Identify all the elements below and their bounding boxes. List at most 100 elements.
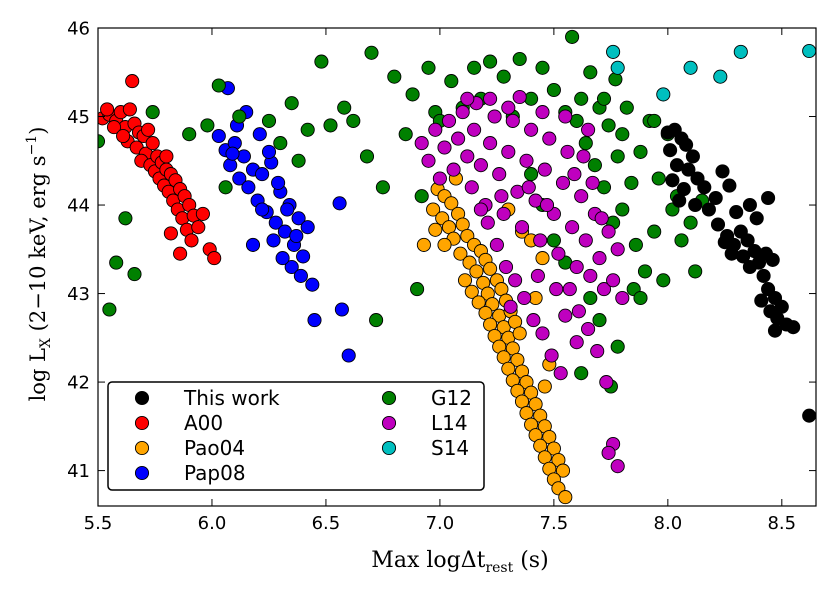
point-l14	[521, 180, 536, 195]
point-a00	[141, 122, 156, 137]
point-l14	[432, 171, 447, 186]
y-tick-label: 44	[67, 196, 90, 217]
point-a00	[122, 102, 137, 117]
point-pap08	[275, 251, 290, 266]
point-pao04	[416, 237, 431, 252]
point-g12	[651, 171, 666, 186]
point-this-work	[754, 293, 769, 308]
point-l14	[585, 175, 600, 190]
point-l14	[565, 220, 580, 235]
point-pap08	[268, 215, 283, 230]
point-l14	[562, 282, 577, 297]
point-g12	[410, 282, 425, 297]
point-l14	[524, 122, 539, 137]
point-l14	[494, 189, 509, 204]
point-g12	[587, 158, 602, 173]
plot-frame	[97, 27, 817, 507]
point-this-work	[688, 197, 703, 213]
point-l14	[530, 268, 545, 283]
point-this-work	[729, 205, 744, 220]
point-g12	[291, 153, 306, 168]
point-s14	[610, 60, 625, 75]
x-tick-label: 5.5	[84, 513, 113, 534]
point-g12	[615, 202, 630, 217]
legend-label-pap08: Pap08	[184, 461, 246, 485]
point-a00	[125, 74, 140, 89]
point-pap08	[289, 228, 304, 244]
point-l14	[555, 175, 571, 190]
point-this-work	[802, 408, 816, 423]
legend-marker-pao04	[134, 440, 150, 456]
point-this-work	[724, 246, 739, 261]
point-pao04	[464, 284, 479, 299]
point-l14	[517, 290, 532, 306]
point-g12	[398, 127, 413, 142]
point-this-work	[681, 162, 696, 177]
point-g12	[232, 109, 247, 124]
point-pap08	[261, 144, 277, 159]
point-g12	[583, 290, 598, 306]
point-g12	[284, 96, 299, 111]
point-g12	[674, 233, 689, 248]
point-l14	[596, 282, 612, 297]
point-a00	[100, 102, 115, 117]
point-s14	[713, 69, 728, 84]
point-pao04	[471, 295, 486, 310]
point-l14	[601, 224, 616, 239]
legend-marker-pap08	[134, 465, 150, 481]
point-l14	[473, 158, 488, 173]
point-pap08	[332, 196, 347, 211]
x-tick-label: 7.5	[540, 513, 569, 534]
point-g12	[387, 69, 402, 84]
point-g12	[647, 113, 662, 128]
y-axis-label-paren: (2−10 keV, erg s	[26, 155, 50, 338]
point-l14	[512, 89, 527, 105]
point-g12	[273, 136, 288, 151]
point-pao04	[437, 237, 452, 252]
point-g12	[375, 180, 390, 195]
point-g12	[578, 136, 593, 151]
legend-marker-this-work	[134, 390, 150, 406]
point-l14	[489, 237, 504, 252]
point-l14	[537, 162, 552, 177]
y-tick-label: 41	[67, 461, 90, 482]
point-g12	[608, 72, 623, 87]
point-pap08	[245, 237, 261, 252]
point-this-work	[761, 190, 776, 206]
point-l14	[519, 153, 534, 168]
point-this-work	[767, 323, 783, 338]
point-s14	[606, 44, 621, 59]
point-g12	[369, 313, 384, 328]
point-l14	[414, 136, 429, 151]
point-l14	[496, 206, 511, 221]
point-this-work	[742, 197, 757, 213]
point-l14	[606, 273, 621, 288]
point-a00	[184, 233, 199, 248]
legend-label-g12: G12	[431, 386, 472, 410]
point-g12	[467, 60, 482, 75]
point-g12	[565, 29, 580, 44]
point-g12	[405, 87, 420, 102]
point-g12	[546, 82, 561, 98]
point-this-work	[786, 320, 801, 335]
point-g12	[574, 91, 589, 106]
point-l14	[549, 282, 564, 297]
point-pao04	[469, 264, 484, 279]
point-l14	[492, 167, 507, 182]
point-l14	[610, 242, 625, 257]
point-l14	[503, 299, 518, 314]
point-g12	[535, 60, 550, 75]
point-l14	[567, 167, 582, 182]
point-pap08	[266, 233, 281, 248]
point-l14	[473, 202, 488, 217]
x-axis-label: Max logΔtrest (s)	[371, 548, 548, 576]
point-g12	[610, 339, 625, 354]
point-pao04	[558, 490, 573, 505]
point-pap08	[334, 302, 349, 317]
point-g12	[364, 45, 379, 60]
point-l14	[460, 91, 475, 106]
point-l14	[526, 313, 541, 328]
point-l14	[558, 308, 573, 323]
point-g12	[601, 118, 616, 133]
